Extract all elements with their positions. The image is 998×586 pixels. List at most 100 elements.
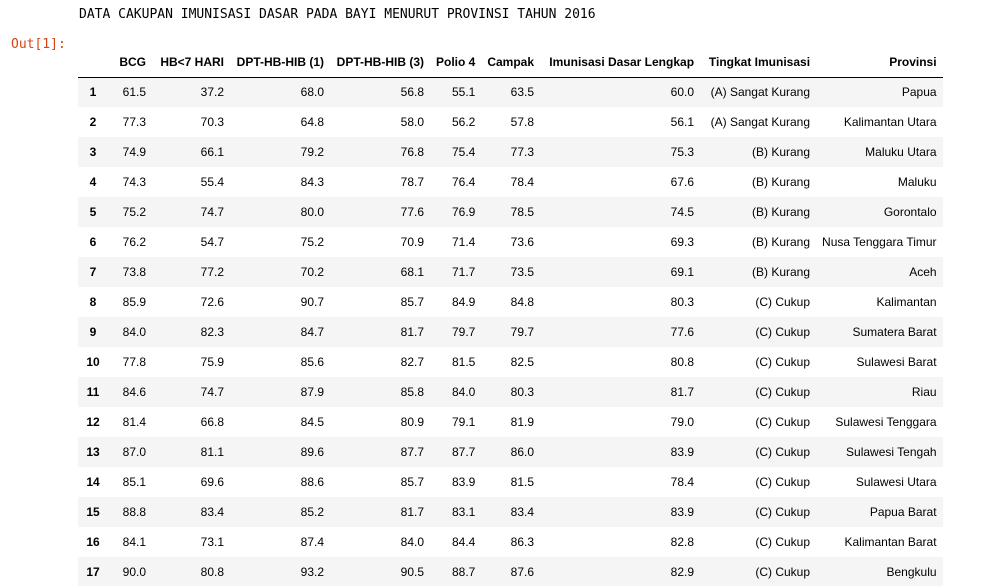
table-cell: 81.7 bbox=[400, 325, 424, 339]
table-cell: 78.7 bbox=[400, 175, 424, 189]
table-cell: 56.2 bbox=[451, 115, 476, 129]
table-cell: 73.1 bbox=[200, 535, 224, 549]
table-cell: Aceh bbox=[909, 265, 937, 279]
table-cell: 37.2 bbox=[200, 85, 224, 100]
row-index: 9 bbox=[89, 325, 97, 339]
column-header: Provinsi bbox=[816, 48, 943, 78]
table-cell: 76.9 bbox=[451, 205, 476, 219]
table-cell: (C) Cukup bbox=[755, 445, 811, 459]
table-cell: 61.5 bbox=[122, 85, 146, 100]
table-row: 7 73.8 77.2 70.2 68.1 71.7 73.5 69.1 (B) Kurang A… bbox=[78, 257, 943, 287]
table-cell: 86.0 bbox=[510, 445, 535, 459]
table-cell: 78.5 bbox=[510, 205, 535, 219]
table-cell: 79.0 bbox=[670, 415, 695, 429]
table-cell: 74.5 bbox=[670, 205, 695, 219]
row-index: 12 bbox=[86, 415, 100, 429]
table-cell: 87.9 bbox=[300, 385, 324, 399]
table-cell: Kalimantan bbox=[876, 295, 937, 309]
table-cell: 55.1 bbox=[451, 85, 476, 100]
table-cell: 81.5 bbox=[510, 475, 535, 489]
table-row: 11 84.6 74.7 87.9 85.8 84.0 80.3 81.7 (C) Cukup R… bbox=[78, 377, 943, 407]
table-row: 17 90.0 80.8 93.2 90.5 88.7 87.6 82.9 (C) Cukup B… bbox=[78, 557, 943, 586]
table-cell: 80.0 bbox=[300, 205, 324, 219]
table-cell: 64.8 bbox=[300, 115, 324, 129]
table-cell: 77.6 bbox=[400, 205, 424, 219]
row-index: 1 bbox=[89, 85, 97, 100]
table-cell: 73.6 bbox=[510, 235, 535, 249]
table-cell: (B) Kurang bbox=[752, 235, 811, 249]
table-cell: 75.2 bbox=[300, 235, 324, 249]
table-row: 1 61.5 37.2 68.0 56.8 55.1 63.5 60.0 (A) Sangat … bbox=[78, 77, 943, 107]
column-header: BCG bbox=[108, 48, 152, 78]
table-cell: 76.2 bbox=[122, 235, 146, 249]
table-cell: 88.6 bbox=[300, 475, 324, 489]
table-cell: 70.9 bbox=[400, 235, 424, 249]
table-cell: Papua bbox=[901, 85, 937, 100]
table-cell: 79.7 bbox=[451, 325, 476, 339]
table-cell: Sumatera Barat bbox=[852, 325, 937, 339]
table-cell: 87.7 bbox=[400, 445, 424, 459]
table-row: 13 87.0 81.1 89.6 87.7 87.7 86.0 83.9 (C) Cukup S… bbox=[78, 437, 943, 467]
row-index: 13 bbox=[86, 445, 100, 459]
table-cell: 90.0 bbox=[122, 565, 146, 579]
column-header: DPT-HB-HIB (1) bbox=[230, 48, 330, 78]
print-output: DATA CAKUPAN IMUNISASI DASAR PADA BAYI M… bbox=[79, 7, 596, 22]
table-cell: Papua Barat bbox=[869, 505, 937, 519]
table-cell: 85.8 bbox=[400, 385, 424, 399]
table-cell: Kalimantan Barat bbox=[844, 535, 937, 549]
table-cell: 73.8 bbox=[122, 265, 146, 279]
table-cell: 76.4 bbox=[451, 175, 476, 189]
table-cell: 70.2 bbox=[300, 265, 324, 279]
table-cell: 88.7 bbox=[451, 565, 476, 579]
row-index: 6 bbox=[89, 235, 97, 249]
table-row: 14 85.1 69.6 88.6 85.7 83.9 81.5 78.4 (C) Cukup S… bbox=[78, 467, 943, 497]
column-header: HB<7 HARI bbox=[152, 48, 230, 78]
table-cell: (C) Cukup bbox=[755, 565, 811, 579]
table-body: 1 61.5 37.2 68.0 56.8 55.1 63.5 60.0 (A) Sangat … bbox=[78, 77, 943, 586]
table-cell: 82.5 bbox=[510, 355, 535, 369]
table-cell: 77.3 bbox=[122, 115, 146, 129]
table-cell: 81.7 bbox=[400, 505, 424, 519]
table-cell: 78.4 bbox=[670, 475, 695, 489]
table-cell: Bengkulu bbox=[886, 565, 937, 579]
table-row: 15 88.8 83.4 85.2 81.7 83.1 83.4 83.9 (C) Cukup P… bbox=[78, 497, 943, 527]
table-cell: 85.6 bbox=[300, 355, 324, 369]
table-cell: (B) Kurang bbox=[752, 175, 811, 189]
table-cell: 84.1 bbox=[122, 535, 146, 549]
table-cell: 75.4 bbox=[451, 145, 476, 159]
table-cell: Sulawesi Barat bbox=[856, 355, 937, 369]
table-cell: (C) Cukup bbox=[755, 355, 811, 369]
table-cell: 76.8 bbox=[400, 145, 424, 159]
table-cell: 63.5 bbox=[510, 85, 535, 100]
table-row: 6 76.2 54.7 75.2 70.9 71.4 73.6 69.3 (B) Kurang N… bbox=[78, 227, 943, 257]
table-cell: Riau bbox=[911, 385, 937, 399]
table-cell: 83.9 bbox=[451, 475, 476, 489]
table-row: 3 74.9 66.1 79.2 76.8 75.4 77.3 75.3 (B) Kurang M… bbox=[78, 137, 943, 167]
table-cell: 84.3 bbox=[300, 175, 324, 189]
column-header: Imunisasi Dasar Lengkap bbox=[540, 48, 701, 78]
table-cell: 89.6 bbox=[300, 445, 324, 459]
table-cell: 84.0 bbox=[400, 535, 424, 549]
table-cell: 79.2 bbox=[300, 145, 324, 159]
table-cell: (A) Sangat Kurang bbox=[710, 85, 811, 100]
table-cell: 87.0 bbox=[122, 445, 146, 459]
table-cell: (B) Kurang bbox=[752, 205, 811, 219]
row-index: 7 bbox=[89, 265, 97, 279]
dataframe-table: BCG HB<7 HARI DPT-HB-HIB (1) DPT-HB-HIB … bbox=[78, 48, 943, 586]
table-cell: 85.7 bbox=[400, 295, 424, 309]
table-row: 10 77.8 75.9 85.6 82.7 81.5 82.5 80.8 (C) Cukup S… bbox=[78, 347, 943, 377]
column-header: Campak bbox=[481, 48, 541, 78]
table-cell: 75.3 bbox=[670, 145, 695, 159]
table-cell: 83.9 bbox=[670, 505, 695, 519]
table-cell: Gorontalo bbox=[883, 205, 937, 219]
column-header: Tingkat Imunisasi bbox=[700, 48, 817, 78]
table-cell: 93.2 bbox=[300, 565, 324, 579]
table-cell: 74.7 bbox=[200, 385, 224, 399]
table-cell: 72.6 bbox=[200, 295, 224, 309]
table-cell: 55.4 bbox=[200, 175, 224, 189]
table-cell: 67.6 bbox=[670, 175, 695, 189]
row-index: 5 bbox=[89, 205, 97, 219]
table-cell: 83.4 bbox=[200, 505, 224, 519]
table-cell: 69.6 bbox=[200, 475, 224, 489]
table-cell: 77.3 bbox=[510, 145, 535, 159]
